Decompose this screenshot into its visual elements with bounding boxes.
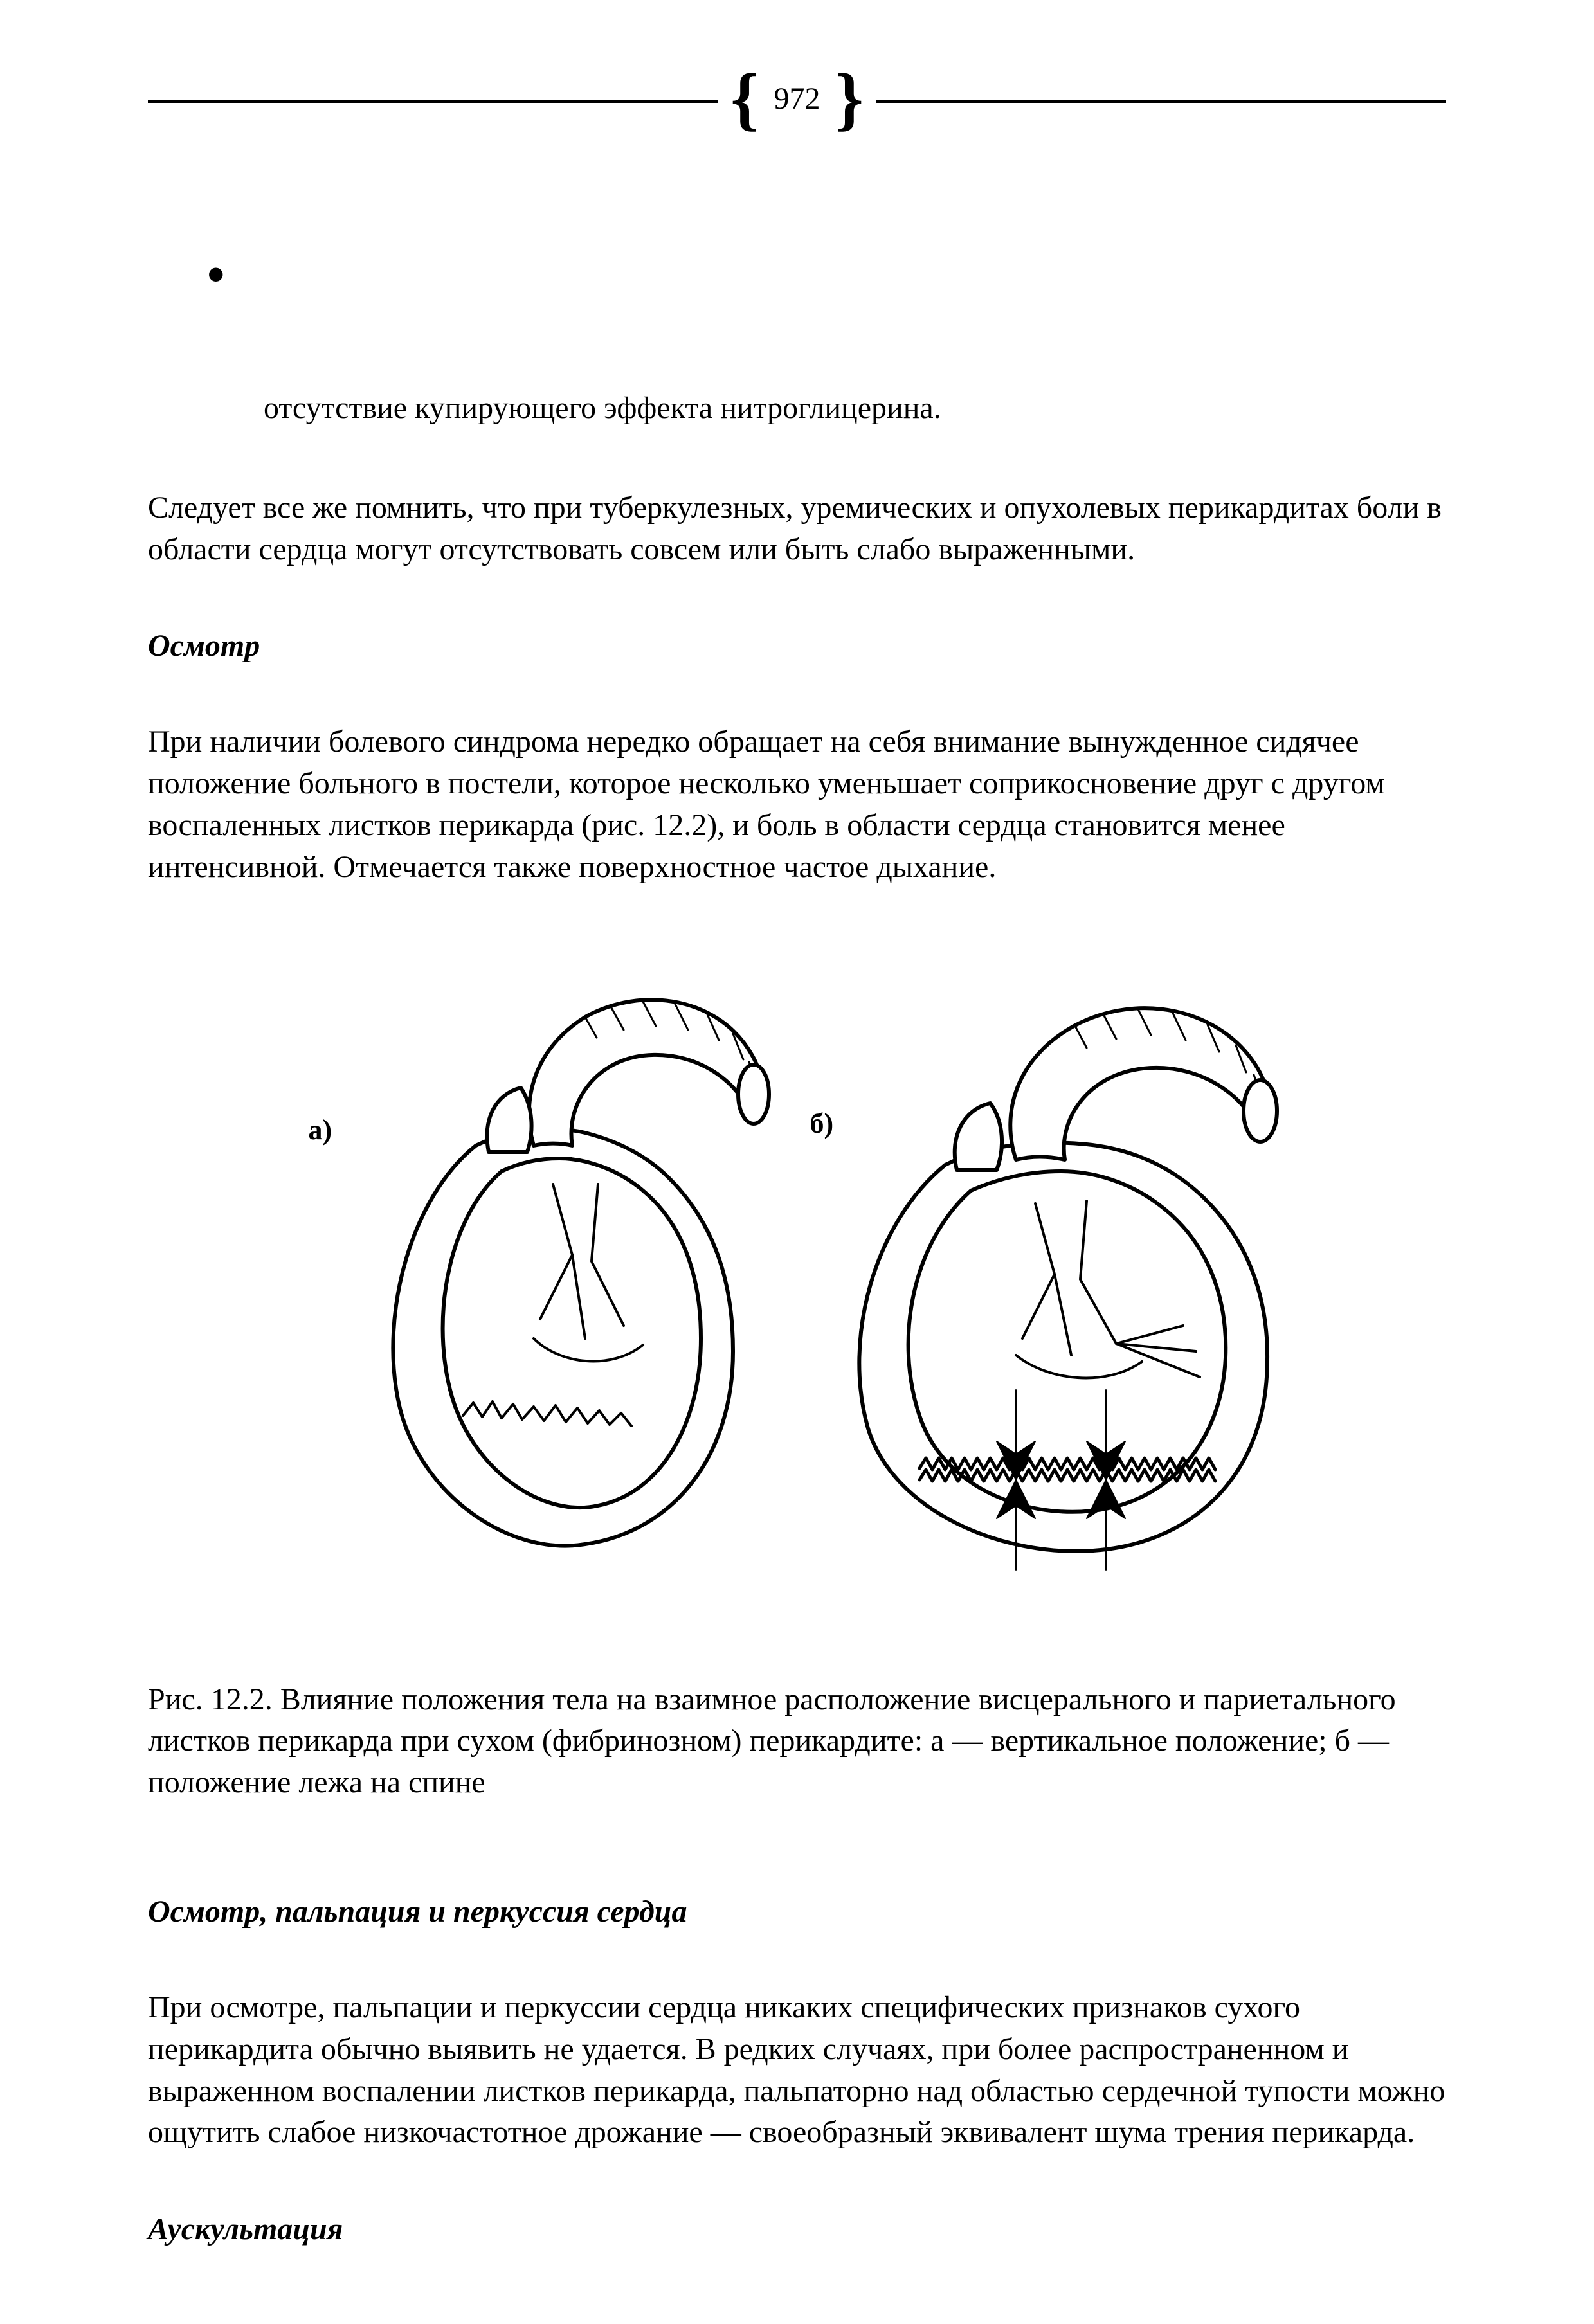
figure-12-2: а) б) — [148, 978, 1446, 1589]
figure-inner: а) б) — [296, 978, 1299, 1589]
heading-osmotr: Осмотр — [148, 628, 1446, 663]
page-number-wrap: { 972 } — [718, 84, 876, 119]
bracket-left: { — [730, 81, 758, 116]
header-rule-left — [148, 100, 718, 103]
page-number: 972 — [759, 84, 836, 114]
bracket-right: } — [836, 81, 864, 116]
header-rule-right — [876, 100, 1446, 103]
page: { 972 } • отсутствие купирующего эффекта… — [0, 0, 1594, 2324]
heading-osmotr-palpation: Осмотр, пальпация и перкуссия сердца — [148, 1894, 1446, 1929]
para-osmotr: При наличии болевого синдрома нередко об… — [148, 721, 1446, 888]
page-header: { 972 } — [148, 84, 1446, 119]
bullet-dot-icon: • — [148, 269, 252, 281]
heart-illustration-b — [823, 991, 1299, 1583]
bullet-text: отсутствие купирующего эффекта нитроглиц… — [148, 388, 1446, 429]
heading-auscultation: Аускультация — [148, 2211, 1446, 2247]
para-osmotr-palpation: При осмотре, пальпации и перкуссии сердц… — [148, 1987, 1446, 2154]
bullet-spacer — [148, 317, 1446, 388]
figure-label-a: а) — [309, 1113, 332, 1146]
figure-caption: Рис. 12.2. Влияние положения тела на вза… — [148, 1679, 1446, 1804]
heart-illustration-a — [341, 978, 778, 1570]
bullet-row: • — [148, 260, 1446, 272]
para-reminder: Следует все же помнить, что при туберкул… — [148, 487, 1446, 571]
